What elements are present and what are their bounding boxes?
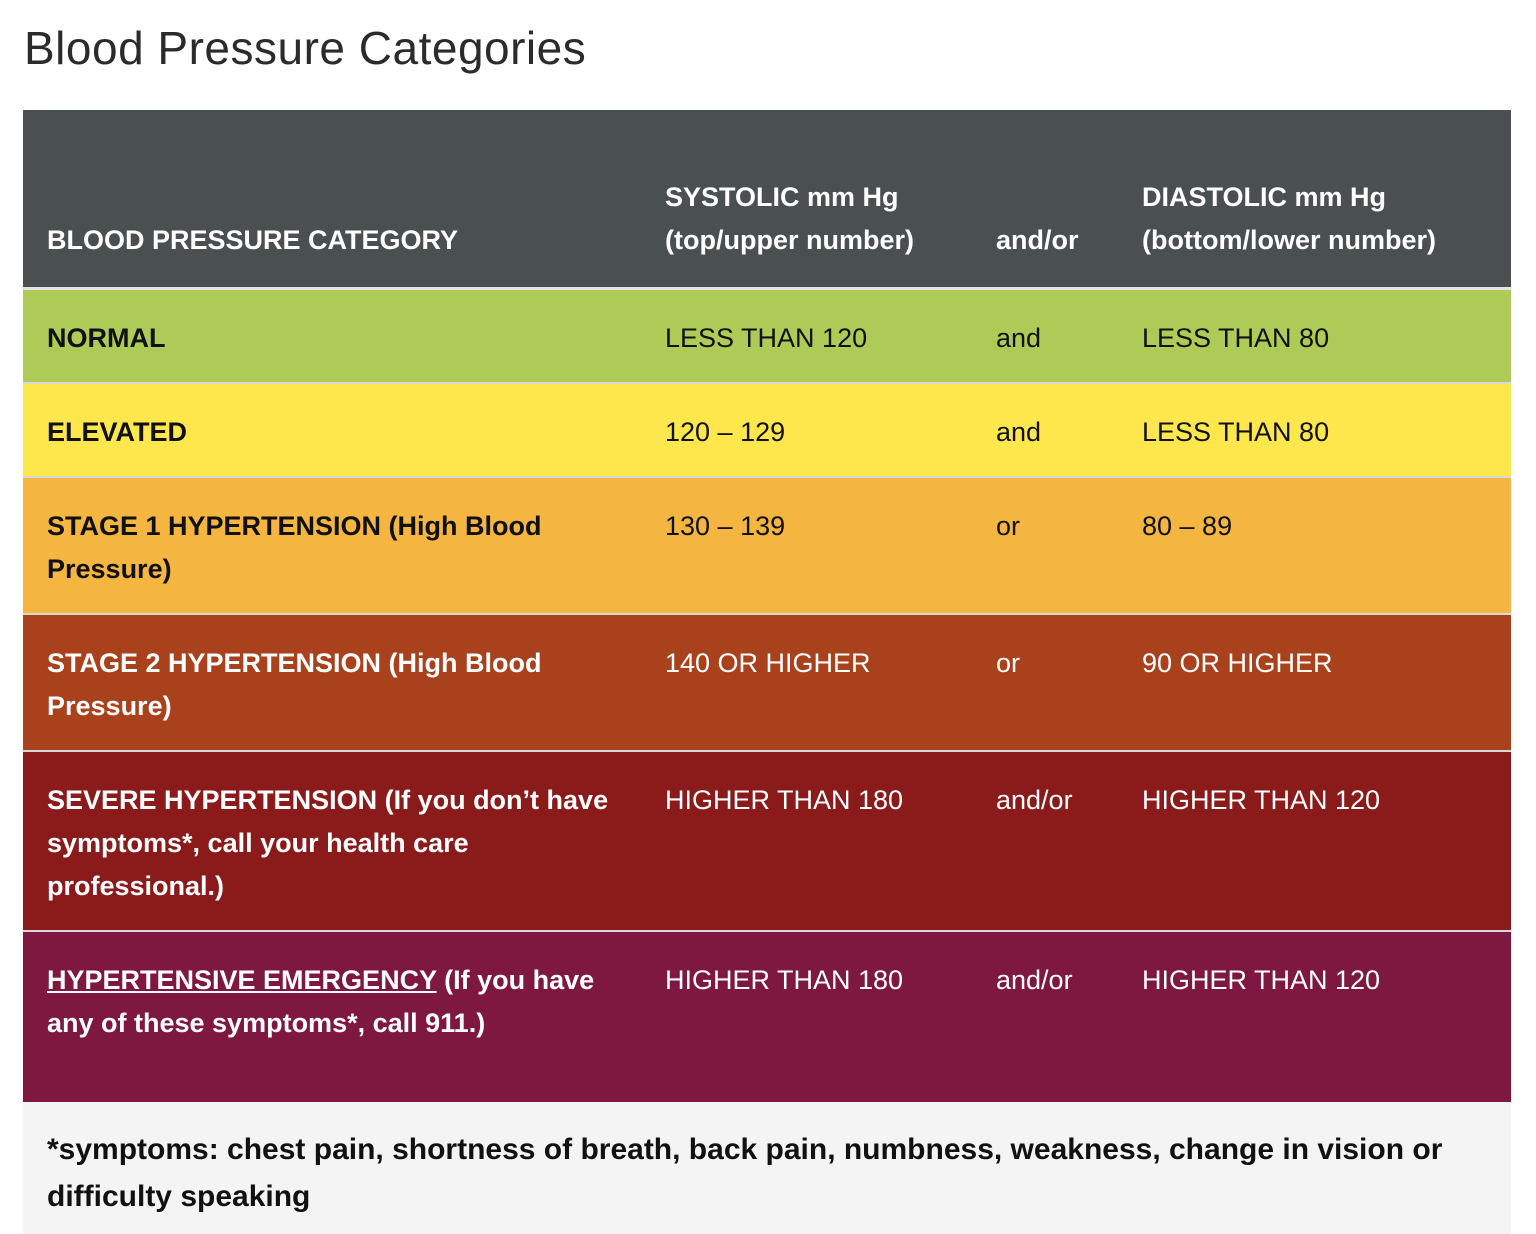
systolic-cell: 120 – 129: [641, 382, 972, 478]
header-diastolic: DIASTOLIC mm Hg (bottom/lower number): [1118, 110, 1511, 290]
category-cell: ELEVATED: [23, 382, 641, 478]
hypertensive-emergency-link[interactable]: HYPERTENSIVE EMERGENCY: [47, 964, 437, 995]
connector-cell: and/or: [972, 750, 1118, 932]
systolic-cell: 140 OR HIGHER: [641, 613, 972, 752]
symptoms-footnote: *symptoms: chest pain, shortness of brea…: [23, 1102, 1511, 1234]
page-title: Blood Pressure Categories: [24, 22, 587, 74]
connector-cell: and/or: [972, 930, 1118, 1110]
header-category: BLOOD PRESSURE CATEGORY: [23, 110, 641, 290]
table-row-emergency: HYPERTENSIVE EMERGENCY (If you have any …: [23, 930, 1511, 1110]
connector-cell: and: [972, 288, 1118, 384]
category-cell: STAGE 1 HYPERTENSION (High Blood Pressur…: [23, 476, 641, 615]
category-cell: HYPERTENSIVE EMERGENCY (If you have any …: [23, 930, 641, 1110]
diastolic-cell: 90 OR HIGHER: [1118, 613, 1511, 752]
connector-cell: and: [972, 382, 1118, 478]
diastolic-cell: HIGHER THAN 120: [1118, 930, 1511, 1110]
systolic-cell: HIGHER THAN 180: [641, 930, 972, 1110]
table-row-severe: SEVERE HYPERTENSION (If you don’t have s…: [23, 750, 1511, 932]
diastolic-cell: 80 – 89: [1118, 476, 1511, 615]
category-cell: SEVERE HYPERTENSION (If you don’t have s…: [23, 750, 641, 932]
systolic-cell: HIGHER THAN 180: [641, 750, 972, 932]
table-row-normal: NORMAL LESS THAN 120 and LESS THAN 80: [23, 288, 1511, 384]
table-header-row: BLOOD PRESSURE CATEGORY SYSTOLIC mm Hg (…: [23, 110, 1511, 290]
table-row-stage-2: STAGE 2 HYPERTENSION (High Blood Pressur…: [23, 613, 1511, 752]
header-systolic: SYSTOLIC mm Hg (top/upper number): [641, 110, 972, 290]
systolic-cell: LESS THAN 120: [641, 288, 972, 384]
systolic-cell: 130 – 139: [641, 476, 972, 615]
table-row-stage-1: STAGE 1 HYPERTENSION (High Blood Pressur…: [23, 476, 1511, 615]
header-connector: and/or: [972, 110, 1118, 290]
diastolic-cell: LESS THAN 80: [1118, 288, 1511, 384]
diastolic-cell: LESS THAN 80: [1118, 382, 1511, 478]
category-cell: NORMAL: [23, 288, 641, 384]
category-note: (If you have any of these symptoms*, cal…: [47, 964, 595, 1038]
table-row-elevated: ELEVATED 120 – 129 and LESS THAN 80: [23, 382, 1511, 478]
diastolic-cell: HIGHER THAN 120: [1118, 750, 1511, 932]
connector-cell: or: [972, 476, 1118, 615]
connector-cell: or: [972, 613, 1118, 752]
blood-pressure-table: BLOOD PRESSURE CATEGORY SYSTOLIC mm Hg (…: [23, 110, 1511, 1110]
category-cell: STAGE 2 HYPERTENSION (High Blood Pressur…: [23, 613, 641, 752]
